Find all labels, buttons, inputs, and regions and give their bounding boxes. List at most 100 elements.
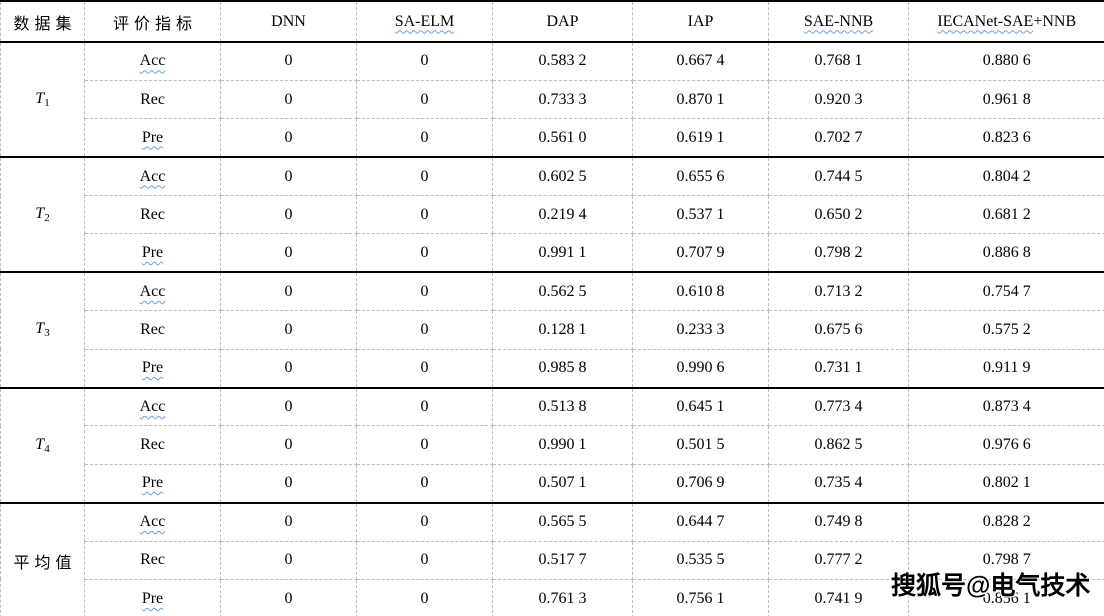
value-cell: 0.575 2 (908, 310, 1104, 350)
value-cell: 0.761 3 (492, 579, 633, 616)
value-cell: 0.583 2 (492, 42, 633, 81)
value-cell: 0.911 9 (908, 349, 1104, 389)
col-header-iecanet-sae-nnb: IECANet-SAE+NNB (908, 0, 1104, 43)
value-cell: 0.920 3 (768, 80, 909, 120)
metric-text: Rec (140, 90, 165, 108)
dataset-subscript: 4 (44, 442, 50, 455)
value-cell: 0 (356, 502, 493, 542)
col-header-sa-elm: SA-ELM (356, 0, 493, 43)
value-cell: 0.990 1 (492, 425, 633, 465)
metric-text: Pre (141, 359, 164, 377)
value-cell: 0.768 1 (768, 42, 909, 81)
value-cell: 0 (356, 464, 493, 504)
value-cell: 0 (220, 425, 357, 465)
value-cell: 0 (356, 310, 493, 350)
value-cell: 0.702 7 (768, 118, 909, 159)
value-cell: 0.823 6 (908, 118, 1104, 159)
value-cell: 0.731 1 (768, 349, 909, 389)
value-cell: 0 (356, 80, 493, 120)
value-cell: 0 (220, 310, 357, 350)
value-cell: 0.744 5 (768, 157, 909, 197)
col-header-iap: IAP (632, 0, 769, 43)
value-cell: 0.985 8 (492, 349, 633, 389)
col-header-sae-nnb: SAE-NNB (768, 0, 909, 43)
value-cell: 0.713 2 (768, 272, 909, 312)
value-cell: 0.990 6 (632, 349, 769, 389)
value-cell: 0 (356, 42, 493, 81)
value-cell: 0.828 2 (908, 502, 1104, 542)
metric-text: Acc (139, 52, 166, 70)
metric-text: Pre (141, 474, 164, 492)
value-cell: 0.862 5 (768, 425, 909, 465)
value-cell: 0 (356, 349, 493, 389)
value-cell: 0.517 7 (492, 541, 633, 580)
value-cell: 0 (220, 195, 357, 235)
value-cell: 0 (356, 157, 493, 197)
value-cell: 0 (220, 502, 357, 542)
value-cell: 0.749 8 (768, 502, 909, 542)
value-cell: 0.645 1 (632, 387, 769, 427)
table-row: T3 Acc 0 0 0.562 5 0.610 8 0.713 2 0.754… (0, 272, 1104, 389)
value-cell: 0.644 7 (632, 502, 769, 542)
value-cell: 0 (220, 157, 357, 197)
value-cell: 0.802 1 (908, 464, 1104, 504)
col-header-iecanet-wavy-part: IECANet-SAE (937, 12, 1034, 30)
value-cell: 0.602 5 (492, 157, 633, 197)
metric-text: Rec (140, 436, 165, 454)
dataset-label-t3: T3 (0, 272, 85, 389)
col-header-sae-nnb-text: SAE-NNB (803, 12, 874, 30)
value-cell: 0.773 4 (768, 387, 909, 427)
table-row: Pre 0 0 0.561 0 0.619 1 0.702 7 0.823 6 (1, 118, 1104, 159)
metric-label: Acc (84, 157, 221, 197)
value-cell: 0 (220, 387, 357, 427)
dataset-symbol: T (35, 205, 45, 223)
metric-label: Rec (84, 425, 221, 465)
metric-label: Acc (84, 502, 221, 542)
value-cell: 0.707 9 (632, 233, 769, 274)
metric-text: Acc (139, 397, 166, 415)
col-header-sa-elm-text: SA-ELM (394, 12, 455, 30)
value-cell: 0 (356, 387, 493, 427)
metric-text: Rec (140, 551, 165, 569)
metric-label: Pre (84, 579, 221, 616)
value-cell: 0.535 5 (632, 541, 769, 580)
value-cell: 0.219 4 (492, 195, 633, 235)
value-cell: 0.741 9 (768, 579, 909, 616)
col-header-dap: DAP (492, 0, 633, 43)
dataset-label-t1: T1 (0, 42, 85, 159)
metric-label: Acc (84, 42, 221, 81)
value-cell: 0.513 8 (492, 387, 633, 427)
dataset-subscript: 3 (44, 327, 50, 340)
value-cell: 0.706 9 (632, 464, 769, 504)
dataset-symbol: T (35, 320, 45, 338)
value-cell: 0.565 5 (492, 502, 633, 542)
value-cell: 0.537 1 (632, 195, 769, 235)
value-cell: 0.681 2 (908, 195, 1104, 235)
metric-label: Acc (84, 387, 221, 427)
header-row: 数据集 评价指标 DNN SA-ELM DAP IAP SAE-NNB IECA… (0, 0, 1104, 43)
col-header-iecanet-plain-part: +NNB (1033, 12, 1077, 30)
value-cell: 0 (356, 272, 493, 312)
value-cell: 0 (220, 579, 357, 616)
dataset-subscript: 2 (44, 212, 50, 225)
value-cell: 0.128 1 (492, 310, 633, 350)
value-cell: 0.733 3 (492, 80, 633, 120)
value-cell: 0 (356, 195, 493, 235)
value-cell: 0.804 2 (908, 157, 1104, 197)
table-row: Rec 0 0 0.733 3 0.870 1 0.920 3 0.961 8 (1, 80, 1104, 120)
value-cell: 0 (356, 425, 493, 465)
value-cell: 0.667 4 (632, 42, 769, 81)
table-row: Pre 0 0 0.761 3 0.756 1 0.741 9 0.856 1 (1, 579, 1104, 616)
table-row: 平均值 Acc 0 0 0.565 5 0.644 7 0.749 8 0.82… (0, 502, 1104, 616)
value-cell: 0.880 6 (908, 42, 1104, 81)
metric-text: Pre (141, 243, 164, 261)
value-cell: 0.507 1 (492, 464, 633, 504)
value-cell: 0.610 8 (632, 272, 769, 312)
table-row: Pre 0 0 0.507 1 0.706 9 0.735 4 0.802 1 (1, 464, 1104, 504)
dataset-label-average: 平均值 (0, 502, 85, 616)
metric-label: Pre (84, 464, 221, 504)
value-cell: 0 (220, 42, 357, 81)
dataset-subscript: 1 (44, 97, 50, 110)
